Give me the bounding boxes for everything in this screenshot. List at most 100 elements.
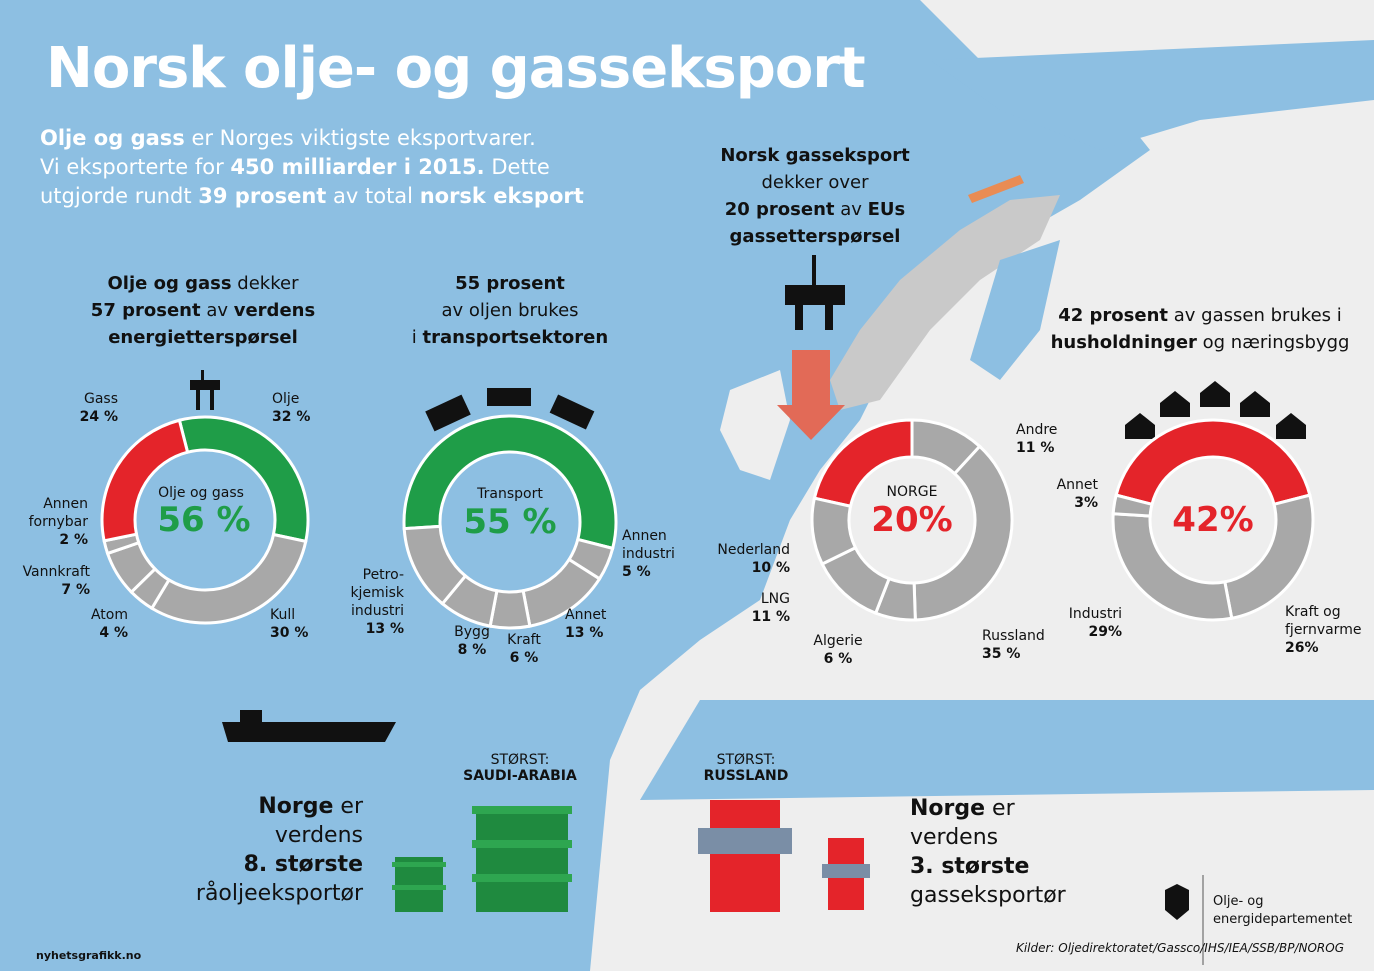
text: av bbox=[200, 300, 234, 321]
sea bbox=[930, 40, 1374, 150]
text: av bbox=[834, 199, 868, 220]
label-value: 35 % bbox=[982, 646, 1021, 662]
text: 39 prosent bbox=[198, 184, 327, 208]
text: STØRST: bbox=[490, 752, 550, 768]
segment-label: Andre 11 % bbox=[1016, 421, 1057, 457]
text: 3. største bbox=[910, 854, 1030, 879]
text: energietterspørsel bbox=[108, 327, 298, 348]
text: RUSSLAND bbox=[703, 768, 789, 784]
label-value: 29% bbox=[1088, 624, 1122, 640]
pie-segment bbox=[402, 524, 468, 606]
oil-rank: Norge er verdens 8. største råoljeekspor… bbox=[196, 792, 363, 908]
text: 450 milliarder i 2015. bbox=[230, 155, 485, 179]
sea bbox=[970, 240, 1060, 380]
segment-label: Gass 24 % bbox=[80, 390, 118, 426]
arrow bbox=[777, 350, 845, 440]
norway bbox=[830, 195, 1060, 410]
text: dekker bbox=[231, 273, 299, 294]
mediterranean bbox=[640, 700, 1374, 800]
gas-note: Norsk gasseksport dekker over 20 prosent… bbox=[720, 142, 909, 250]
crest-icon bbox=[1165, 884, 1189, 920]
brand: nyhetsgrafikk.no bbox=[36, 949, 142, 962]
segment-label: Petro-kjemisk industri 13 % bbox=[342, 566, 404, 638]
britain bbox=[720, 370, 790, 480]
label-name: Annen industri bbox=[622, 528, 675, 562]
label-value: 10 % bbox=[751, 560, 790, 576]
text: transportsektoren bbox=[422, 327, 609, 348]
chart-title: Olje og gass dekker 57 prosent av verden… bbox=[91, 270, 315, 351]
label-value: 6 % bbox=[509, 650, 539, 666]
pie-segment bbox=[1111, 493, 1154, 518]
label-value: 8 % bbox=[457, 642, 487, 658]
text: Norsk gasseksport bbox=[720, 145, 910, 166]
center-title: Transport bbox=[477, 486, 543, 502]
title: Norsk olje- og gasseksport bbox=[46, 36, 866, 101]
label-value: 13 % bbox=[365, 621, 404, 637]
text: råoljeeksportør bbox=[195, 881, 363, 906]
center-value: 56 % bbox=[157, 500, 251, 540]
label-value: 32 % bbox=[272, 409, 311, 425]
text: av oljen brukes bbox=[441, 300, 579, 321]
text: 20 prosent bbox=[724, 199, 835, 220]
segment-label: Olje 32 % bbox=[272, 390, 310, 426]
label-value: 6 % bbox=[823, 651, 853, 667]
segment-label: Nederland 10 % bbox=[717, 541, 790, 577]
platform-icon bbox=[190, 255, 845, 410]
label-name: Nederland bbox=[717, 542, 790, 558]
text: STØRST: bbox=[716, 752, 776, 768]
segment-label: Annet 13 % bbox=[565, 606, 606, 642]
text: verdens bbox=[233, 300, 316, 321]
segment-label: Kull 30 % bbox=[270, 606, 308, 642]
label-name: Algerie bbox=[813, 633, 863, 649]
label-value: 3% bbox=[1074, 495, 1098, 511]
text: EUs bbox=[867, 199, 906, 220]
label-name: LNG bbox=[760, 591, 790, 607]
text: 55 prosent bbox=[455, 273, 565, 294]
segment-label: LNG 11 % bbox=[752, 590, 790, 626]
label-value: 24 % bbox=[79, 409, 118, 425]
chart-title: 42 prosent av gassen brukes i husholdnin… bbox=[1051, 302, 1350, 356]
text: verdens bbox=[274, 823, 363, 848]
gas-icons bbox=[698, 800, 870, 912]
label-name: Industri bbox=[1068, 606, 1122, 622]
house-icons bbox=[1125, 381, 1306, 439]
segment-label: Atom 4 % bbox=[91, 606, 128, 642]
label-name: Atom bbox=[90, 607, 128, 623]
segment-label: Industri 29% bbox=[1069, 605, 1122, 641]
text: SAUDI-ARABIA bbox=[463, 768, 577, 784]
text: gasseksportør bbox=[910, 883, 1066, 908]
largest: STØRST: RUSSLAND bbox=[704, 752, 789, 784]
label-name: Russland bbox=[982, 628, 1045, 644]
label-name: Vannkraft bbox=[22, 564, 90, 580]
text: 8. største bbox=[243, 852, 363, 877]
text: og næringsbygg bbox=[1196, 332, 1350, 353]
text: Olje og gass bbox=[107, 273, 232, 294]
ministry: Olje- og energidepartementet bbox=[1213, 894, 1353, 927]
segment-label: Russland 35 % bbox=[982, 627, 1045, 663]
text: er Norges viktigste eksportvarer. bbox=[184, 126, 536, 150]
text: 57 prosent bbox=[90, 300, 201, 321]
label-name: Annet bbox=[565, 607, 607, 623]
segment-label: Bygg 8 % bbox=[454, 623, 490, 659]
text: Norge bbox=[910, 796, 986, 821]
segment-label: Annen fornybar 2 % bbox=[18, 495, 88, 549]
label-name: Olje bbox=[272, 391, 300, 407]
vehicle-icons bbox=[425, 388, 595, 432]
label-value: 7 % bbox=[61, 582, 90, 598]
text: Dette bbox=[484, 155, 550, 179]
pie-segment bbox=[100, 418, 190, 543]
label-value: 11 % bbox=[751, 609, 790, 625]
segment-label: Annet 3% bbox=[1057, 476, 1098, 512]
center-value: 55 % bbox=[463, 502, 557, 542]
intro: Olje og gass er Norges viktigste eksport… bbox=[40, 124, 584, 211]
label-value: 11 % bbox=[1016, 440, 1055, 456]
label-name: Annet bbox=[1056, 477, 1098, 493]
africa bbox=[600, 780, 1374, 971]
text: verdens bbox=[910, 825, 999, 850]
label-name: Kull bbox=[270, 607, 296, 623]
gas-rank: Norge er verdens 3. største gasseksportø… bbox=[910, 794, 1066, 910]
label-value: 4 % bbox=[99, 625, 128, 641]
segment-label: Algerie 6 % bbox=[813, 632, 862, 668]
